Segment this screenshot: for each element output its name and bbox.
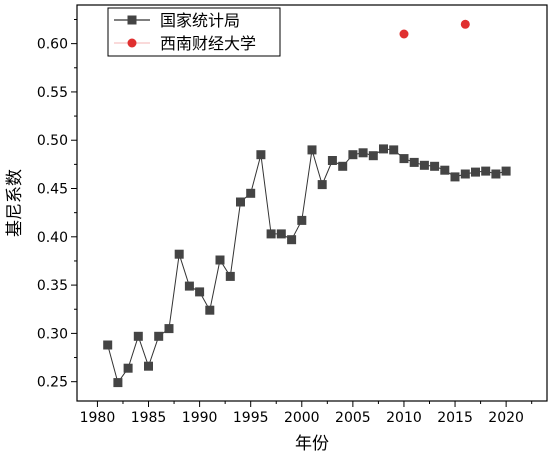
series-line-nbs [107,148,507,384]
data-point-nbs [154,331,164,341]
legend-box [107,7,281,57]
data-point-nbs [236,197,245,207]
data-point-nbs [174,249,184,259]
x-tick-label: 2015 [437,410,473,426]
legend-label-nbs: 国家统计局 [160,11,240,30]
y-tick-label: 0.45 [37,182,68,198]
legend-marker-nbs [127,15,137,25]
data-point-nbs [164,324,174,334]
legend: 国家统计局 西南财经大学 [107,7,281,57]
plot-frame [76,4,548,402]
x-tick-label: 2005 [335,410,371,426]
data-point-nbs [327,156,337,165]
data-point-nbs [501,166,511,176]
data-point-nbs [368,151,378,161]
x-tick-label: 1985 [131,410,167,426]
x-tick-label: 2000 [284,410,320,426]
data-point-nbs [113,378,123,388]
data-point-nbs [287,235,297,245]
data-point-nbs [184,281,194,291]
y-tick-label: 0.35 [37,278,68,294]
data-point-nbs [307,145,317,155]
data-point-nbs [297,215,307,225]
data-point-nbs [348,150,358,160]
data-point-nbs [440,165,450,175]
data-point-nbs [450,172,460,182]
data-point-nbs [246,188,256,198]
data-point-nbs [276,229,286,239]
x-tick-label: 2020 [488,410,524,426]
data-point-swufe [399,29,409,39]
y-tick-label: 0.40 [37,230,68,246]
data-point-nbs [205,305,215,315]
data-point-nbs [123,363,133,373]
y-tick-label: 0.30 [37,326,68,342]
data-point-nbs [317,180,327,190]
y-tick-label: 0.25 [37,375,68,391]
data-point-nbs [491,169,501,179]
data-point-nbs [103,340,113,350]
y-tick-label: 0.50 [37,133,68,149]
data-point-nbs [481,166,491,176]
data-point-nbs [195,287,205,297]
x-tick-label: 1980 [80,410,116,426]
series-layer [103,19,511,388]
data-point-nbs [133,331,143,341]
legend-marker-swufe [127,38,137,48]
legend-label-swufe: 西南财经大学 [160,34,256,53]
data-point-swufe [460,19,470,29]
data-point-nbs [266,229,276,239]
data-point-nbs [379,144,388,154]
x-axis-title: 年份 [295,434,329,454]
data-point-nbs [399,154,409,164]
data-point-nbs [430,161,440,171]
data-point-nbs [471,167,480,177]
x-tick-label: 1995 [233,410,269,426]
y-tick-label: 0.55 [37,85,68,101]
data-point-nbs [358,148,368,158]
x-tick-label: 1990 [182,410,218,426]
data-point-nbs [419,160,429,170]
data-point-nbs [256,150,266,160]
y-tick-label: 0.60 [37,37,68,53]
data-point-nbs [338,161,348,171]
data-point-nbs [215,255,225,265]
y-axis-title: 基尼系数 [5,169,25,237]
data-point-nbs [409,157,419,167]
data-point-nbs [460,169,470,179]
x-tick-label: 2010 [386,410,422,426]
data-point-nbs [389,145,399,155]
data-point-nbs [144,361,153,371]
axis-ticks: 1980 1985 1990 1995 2000 2005 2010 2015 2020 0.25… [37,18,533,426]
data-point-nbs [225,271,235,281]
